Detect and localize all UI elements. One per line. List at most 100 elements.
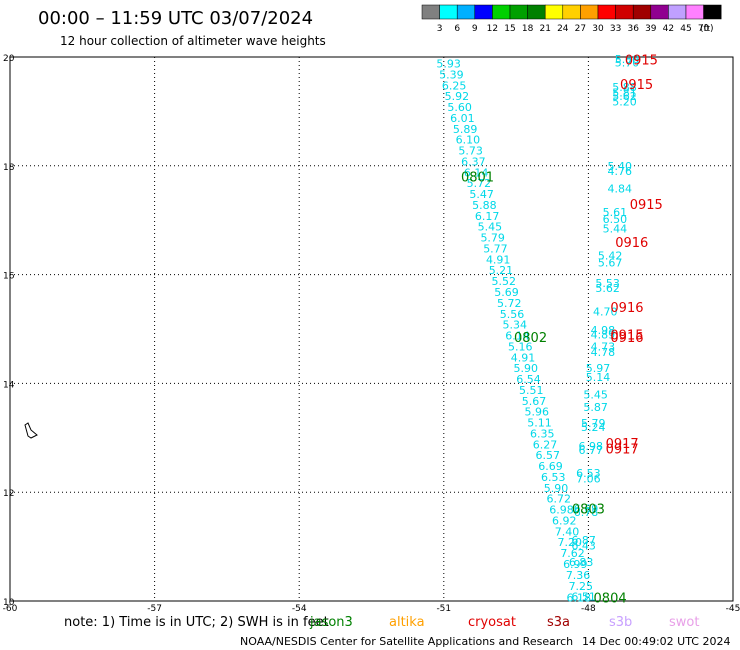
scale-swatch	[615, 4, 634, 20]
scale-label: 42	[663, 24, 674, 34]
wave-height-value: 5.89	[453, 123, 478, 136]
timestamp-text: 14 Dec 00:49:02 UTC 2024	[582, 635, 730, 648]
wave-height-value: 5.88	[612, 81, 637, 94]
wave-height-value: 5.52	[491, 275, 516, 288]
wave-height-value: 6.51	[571, 591, 596, 604]
scale-swatch	[668, 4, 687, 20]
wave-height-value: 7.40	[555, 525, 580, 538]
scale-label: 24	[557, 24, 569, 34]
mission-name: cryosat	[468, 615, 516, 630]
wave-height-value: 6.43	[571, 540, 596, 553]
wave-height-value: 5.51	[519, 384, 544, 397]
lat-tick-label: 12	[3, 489, 14, 499]
lon-tick-label: -48	[581, 604, 596, 614]
wave-height-value: 6.01	[450, 112, 475, 125]
wave-height-value: 5.62	[612, 90, 637, 103]
wave-height-value: 5.73	[458, 145, 483, 158]
lon-tick-label: -45	[726, 604, 740, 614]
mission-name: s3b	[609, 615, 632, 630]
scale-label: 15	[504, 24, 515, 34]
scale-label: 30	[592, 24, 604, 34]
scale-label: 45	[680, 24, 691, 34]
scale-swatch	[562, 4, 581, 20]
wave-height-value: 5.81	[612, 86, 637, 99]
wave-height-value: 6.35	[530, 427, 555, 440]
wave-height-value: 4.78	[591, 346, 616, 359]
wave-height-value: 6.18	[567, 592, 592, 605]
scale-swatch	[421, 4, 440, 20]
wave-height-value: 5.34	[502, 319, 527, 332]
wave-height-value: 5.70	[615, 56, 640, 69]
wave-height-value: 5.93	[436, 58, 461, 71]
island-outline	[24, 422, 38, 439]
scale-label: 39	[645, 24, 657, 34]
wave-height-value: 6.50	[603, 213, 628, 226]
wave-height-value: 5.16	[508, 340, 533, 353]
pass-time-label: 0917	[606, 443, 639, 458]
wave-height-value: 5.39	[439, 68, 464, 81]
wave-height-value: 5.80	[615, 53, 640, 66]
pass-time-label: 0916	[610, 331, 643, 346]
scale-swatch	[492, 4, 511, 20]
wave-height-value: 4.91	[486, 253, 511, 266]
wave-height-value: 5.61	[603, 206, 628, 219]
lat-tick-label: 18	[3, 163, 15, 173]
wave-height-value: 6.25	[442, 79, 467, 92]
wave-height-value: 6.87	[571, 534, 596, 547]
pass-time-label: 0916	[610, 301, 643, 316]
wave-height-value: 4.84	[607, 183, 632, 196]
pass-time-label: 0916	[615, 236, 648, 251]
note-text: note: 1) Time is in UTC; 2) SWH is in fe…	[64, 615, 329, 630]
lat-tick-label: 14	[3, 380, 15, 390]
wave-height-value: 5.69	[494, 286, 519, 299]
wave-height-value: 7.62	[560, 547, 585, 560]
wave-height-value: 5.24	[581, 421, 606, 434]
scale-label: 9	[472, 24, 478, 34]
wave-height-value: 5.53	[595, 277, 620, 290]
scale-swatch	[474, 4, 493, 20]
wave-height-value: 5.67	[522, 395, 547, 408]
scale-label: 6	[454, 24, 460, 34]
pass-time-label: 0915	[625, 54, 658, 69]
lon-tick-label: -54	[292, 604, 307, 614]
lon-tick-label: -60	[3, 604, 18, 614]
wave-height-value: 6.14	[464, 166, 489, 179]
wave-height-value: 7.36	[566, 569, 591, 582]
wave-height-value: 5.72	[497, 297, 522, 310]
wave-height-value: 6.69	[574, 503, 599, 516]
pass-time-label: 0801	[461, 171, 494, 186]
scale-label: 18	[522, 24, 534, 34]
wave-height-value: 6.53	[541, 471, 566, 484]
wave-height-value: 5.20	[612, 96, 637, 109]
wave-height-value: 5.87	[583, 401, 608, 414]
wave-height-value: 6.69	[538, 460, 563, 473]
pass-time-label: 0915	[620, 78, 653, 93]
scale-label: 12	[487, 24, 498, 34]
scale-swatch	[509, 4, 528, 20]
scale-label: 21	[539, 24, 550, 34]
wave-height-value: 5.88	[472, 199, 497, 212]
color-scale: 3 6 9 12 15 18 21 24 27 30 33 36 39 42 45 70	[421, 4, 722, 34]
wave-height-value: 6.14	[505, 330, 530, 343]
wave-height-value: 5.45	[478, 221, 503, 234]
scale-swatch	[527, 4, 546, 20]
wave-height-value: 5.92	[445, 90, 470, 103]
lat-tick-label: 10	[3, 598, 15, 608]
wave-height-value: 5.67	[598, 257, 623, 270]
wave-height-value: 4.73	[591, 340, 616, 353]
wave-height-value: 6.57	[536, 449, 561, 462]
scale-swatch	[456, 4, 476, 20]
wave-height-value: 5.42	[598, 250, 623, 263]
pass-time-label: 0802	[514, 331, 547, 346]
scale-label: 36	[627, 24, 639, 34]
wave-height-value: 6.98	[579, 440, 604, 453]
wave-height-value: 5.45	[583, 388, 608, 401]
wave-height-value: 4.89	[591, 328, 616, 341]
scale-swatch	[650, 4, 669, 20]
pass-time-label: 0917	[606, 437, 639, 452]
wave-height-value: 5.90	[513, 362, 538, 375]
wave-height-value: 6.98	[549, 504, 574, 517]
mission-name: swot	[669, 615, 699, 630]
mission-name: s3a	[547, 615, 570, 630]
